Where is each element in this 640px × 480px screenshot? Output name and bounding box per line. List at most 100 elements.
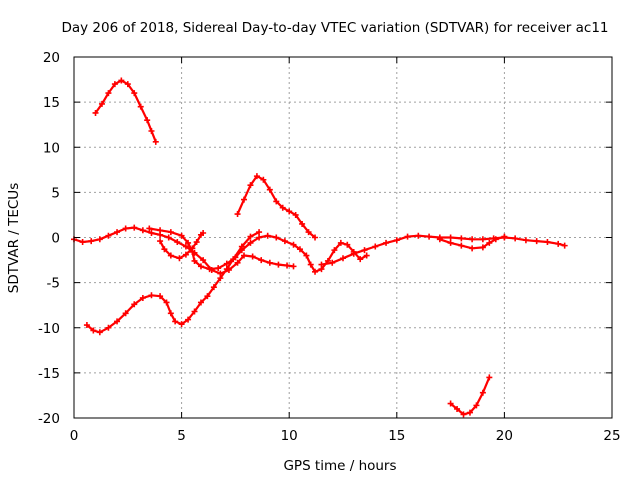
data-point [247,182,254,189]
data-point [167,310,174,317]
data-point [105,324,112,331]
y-tick-label: 10 [43,140,60,156]
data-point [393,237,400,244]
y-tick-label: -20 [38,411,60,427]
series-line [72,226,295,275]
data-point [249,253,256,260]
data-point [426,233,433,240]
data-point [404,233,411,240]
data-point [238,247,245,254]
data-point [275,261,282,268]
data-point [247,233,254,240]
data-point [174,239,181,246]
data-point [331,247,338,254]
data-point [447,400,454,407]
data-point [122,310,129,317]
x-tick-label: 25 [603,428,620,444]
data-point [83,322,90,329]
data-point [284,262,291,269]
data-point [167,229,174,236]
data-point [204,293,211,300]
data-point [533,238,540,245]
data-point [372,243,379,250]
data-point [137,103,144,110]
series-arc-high [92,77,159,145]
series-layer [71,77,568,418]
data-point [98,100,105,107]
data-point [111,81,118,88]
y-axis-label: SDTVAR / TECUs [6,183,22,293]
series-line [94,79,157,143]
data-point [172,318,179,325]
data-point [223,260,230,267]
data-point [232,254,239,261]
data-point [266,259,273,266]
data-point [96,236,103,243]
data-point [256,234,263,241]
data-point [447,239,454,246]
data-point [148,229,155,236]
data-point [312,234,319,241]
data-point [350,250,357,257]
data-point [469,245,476,252]
grid-layer [74,57,612,418]
series-line [85,231,261,334]
data-point [273,198,280,205]
series-arc-low [447,374,493,418]
data-point [241,252,248,259]
data-point [122,225,129,232]
data-point [206,266,213,273]
data-point [312,268,319,275]
x-tick-label: 10 [281,428,298,444]
data-point [555,240,562,247]
data-point [124,81,131,88]
data-point [273,234,280,241]
data-point [182,251,189,258]
data-point [307,261,314,268]
data-point [486,374,493,381]
data-point [131,301,138,308]
data-point [544,239,551,246]
data-point [217,270,224,277]
data-point [303,252,310,259]
data-point [118,77,125,84]
data-point [90,327,97,334]
data-point [436,236,443,243]
data-point [148,292,155,299]
data-point [344,241,351,248]
data-point [253,173,260,180]
data-point [88,238,95,245]
data-point [264,232,271,239]
data-point [466,409,473,416]
data-point [193,239,200,246]
data-point [157,238,164,245]
data-point [215,265,222,272]
data-point [197,299,204,306]
data-point [561,242,568,249]
y-tick-label: 15 [43,95,60,111]
series-arc-bottom-left [83,229,263,336]
data-point [479,244,486,251]
data-point [479,236,486,243]
data-point [178,232,185,239]
data-point [363,252,370,259]
x-tick-label: 15 [388,428,405,444]
data-point [131,90,138,97]
x-tick-label: 0 [70,428,79,444]
data-point [460,411,467,418]
y-tick-label: -15 [38,366,60,382]
data-point [139,294,146,301]
data-point [225,266,232,273]
data-point [279,204,286,211]
data-point [161,246,168,253]
data-point [318,261,325,268]
data-point [512,235,519,242]
data-point [152,138,159,145]
y-tick-label: -5 [47,276,60,292]
data-point [290,263,297,270]
data-point [241,196,248,203]
data-point [458,235,465,242]
data-point [281,238,288,245]
data-point [234,259,241,266]
x-tick-label: 5 [177,428,186,444]
